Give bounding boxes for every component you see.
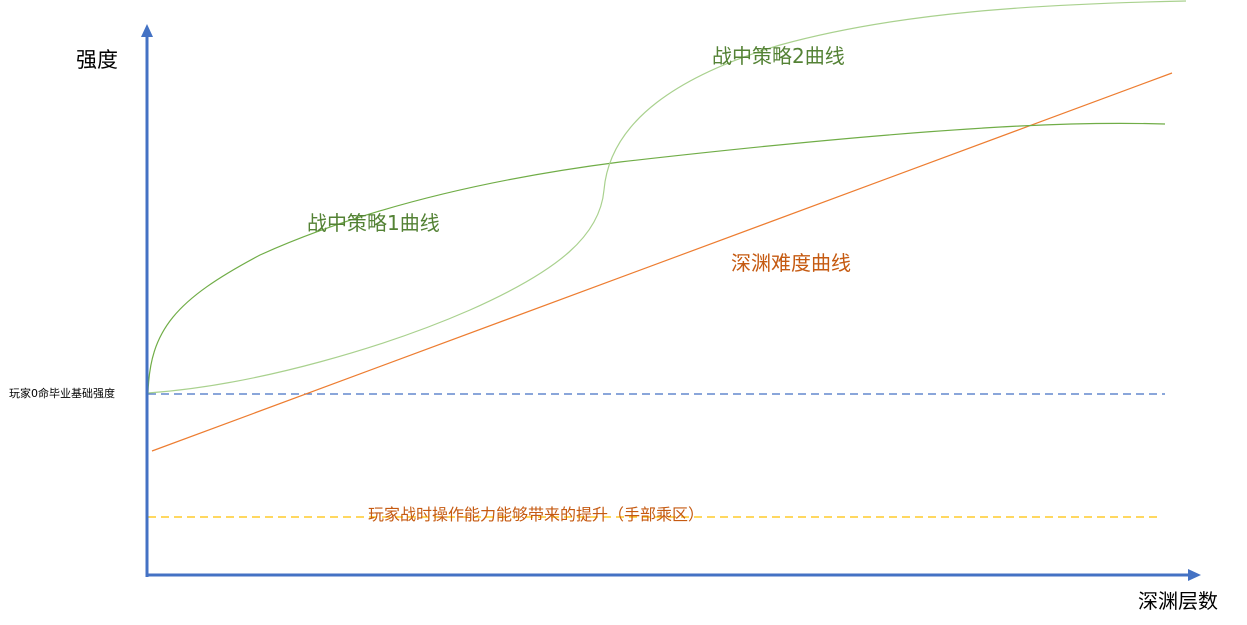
baseline-label: 玩家0命毕业基础强度: [9, 386, 115, 400]
strategy1-label: 战中策略1曲线: [307, 211, 440, 235]
strategy2-curve: [147, 0, 1187, 394]
abyss-curve-label: 深渊难度曲线: [731, 251, 851, 275]
strategy1-curve: [147, 122, 1166, 394]
x-axis-label: 深渊层数: [1138, 589, 1218, 613]
y-axis-arrow-icon: [141, 24, 153, 37]
skill-band-label: 玩家战时操作能力能够带来的提升（手部乘区）: [368, 505, 704, 524]
abyss-difficulty-curve: [151, 72, 1173, 452]
y-axis-label: 强度: [76, 48, 118, 72]
x-axis-arrow-icon: [1188, 569, 1201, 581]
strategy2-label: 战中策略2曲线: [712, 44, 845, 68]
